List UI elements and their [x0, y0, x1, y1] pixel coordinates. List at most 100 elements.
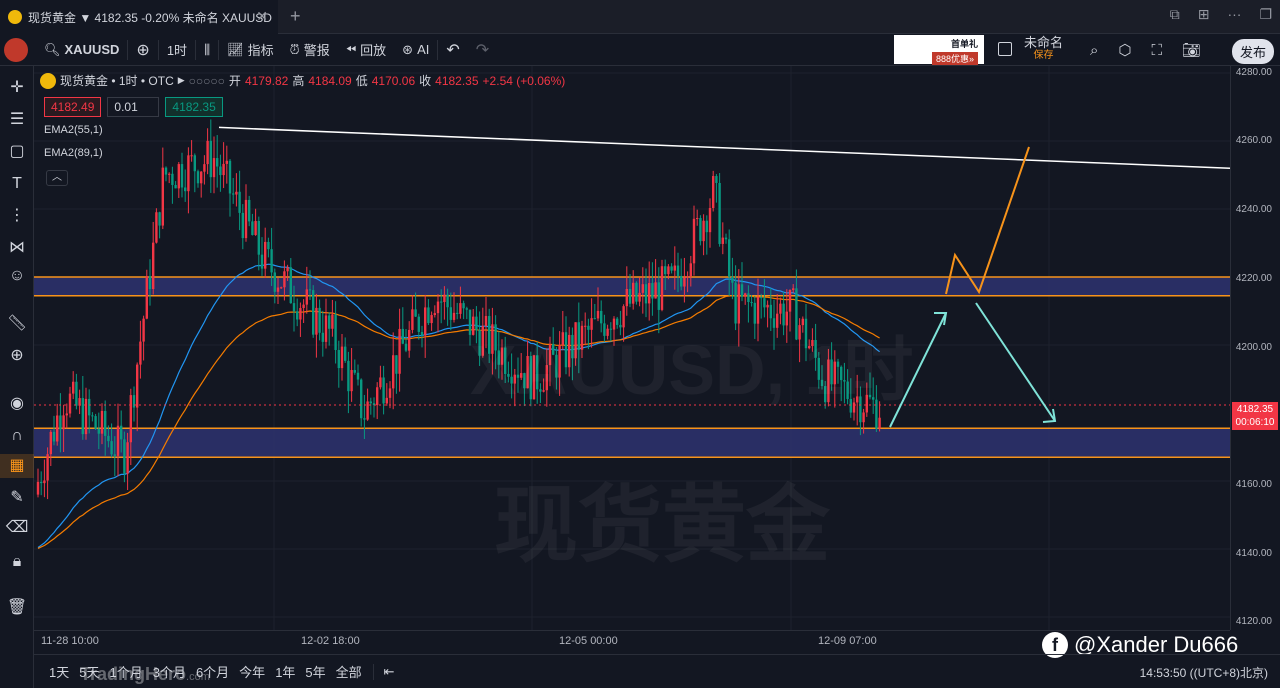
candle	[72, 381, 75, 394]
range-3m[interactable]: 3个月	[152, 665, 186, 680]
buy-button[interactable]: 4182.35	[165, 97, 223, 117]
clock[interactable]: 14:53:50 ((UTC+8)北京)	[1139, 666, 1268, 680]
candle	[811, 340, 814, 347]
range-1d[interactable]: 1天	[49, 665, 70, 680]
candle	[702, 220, 705, 242]
range-1m[interactable]: 1个月	[109, 665, 143, 680]
candle	[491, 324, 494, 354]
price-label: 4200.00	[1235, 342, 1272, 353]
candle	[478, 330, 481, 356]
bullish-path	[945, 146, 1030, 295]
arrow-head	[1042, 408, 1057, 423]
candle	[168, 173, 171, 175]
interval-button[interactable]: 1时	[166, 43, 188, 58]
alerts-button[interactable]: ⏰︎ 警报	[282, 34, 338, 66]
eraser-icon[interactable]: ⌫	[5, 519, 29, 536]
candle	[219, 166, 222, 176]
ruler-icon[interactable]: 📏︎	[6, 315, 28, 332]
pin-icon[interactable]: ⊞	[1197, 6, 1210, 22]
promo-banner[interactable]: 首单礼 888优惠»	[894, 35, 984, 65]
legend-symbol[interactable]: 现货黄金 • 1时 • OTC	[60, 74, 174, 88]
undo-button[interactable]: ↶	[446, 41, 460, 59]
more-dots-icon[interactable]: ○○○○○	[188, 73, 225, 88]
tab-close-icon[interactable]: ✕	[256, 8, 268, 24]
range-6m[interactable]: 6个月	[195, 665, 230, 680]
candle	[75, 381, 78, 406]
candle	[276, 287, 280, 292]
range-all[interactable]: 全部	[335, 665, 362, 680]
crosshair-icon[interactable]: ✛	[10, 79, 24, 96]
restore-window-icon[interactable]: ❐	[1259, 6, 1272, 22]
lock-icon[interactable]: 🔒︎	[12, 553, 22, 570]
magnet-icon[interactable]: ∩	[11, 427, 23, 444]
publish-button[interactable]: 发布	[1231, 39, 1274, 64]
sell-button[interactable]: 4182.49	[44, 97, 102, 117]
more-icon[interactable]: ···	[1227, 6, 1242, 22]
fullscreen-icon[interactable]: ⛶	[1151, 41, 1163, 59]
rectangle-icon[interactable]: ▢	[9, 143, 25, 160]
trend-line-icon[interactable]: ☰	[9, 111, 25, 128]
indicator-ema89[interactable]: EMA2(89,1)	[44, 147, 103, 159]
price-label: 4160.00	[1235, 479, 1272, 490]
time-axis[interactable]: 11-28 10:00 12-02 18:00 12-05 00:00 12-0…	[34, 630, 1230, 654]
chart-type-button[interactable]: ⫼	[196, 34, 218, 66]
price-chart[interactable]	[34, 66, 1230, 630]
candle	[670, 266, 673, 271]
indicators-button[interactable]: 📈︎ 指标	[219, 34, 282, 66]
pattern-icon[interactable]: ⋈	[9, 239, 25, 256]
screenshot-icon[interactable]: ⧉	[1169, 6, 1180, 22]
quantity-input[interactable]: 0.01	[107, 97, 160, 117]
brush-icon[interactable]: ✎	[10, 489, 24, 506]
layout-checkbox[interactable]	[998, 42, 1012, 56]
settings-icon[interactable]: ⬡	[1118, 42, 1132, 59]
replay-button[interactable]: ⏪︎ 回放	[338, 34, 394, 66]
goto-date-icon[interactable]: ⇤	[372, 663, 400, 680]
facebook-icon: f	[1042, 632, 1068, 658]
fib-icon[interactable]: ⋮	[9, 207, 25, 224]
browser-tab[interactable]: 现货黄金 ▼ 4182.35 -0.20% 未命名 XAUUSD ✕	[0, 0, 278, 34]
range-5y[interactable]: 5年	[305, 665, 326, 680]
candle	[152, 242, 155, 290]
candle	[254, 220, 257, 236]
trash-icon[interactable]: 🗑︎	[6, 599, 28, 616]
camera-icon[interactable]: 📷︎	[1182, 42, 1202, 59]
eye-icon[interactable]: ◉	[10, 395, 24, 412]
candle	[686, 276, 689, 278]
compare-button[interactable]: ⊕	[128, 34, 157, 66]
candle	[484, 316, 488, 326]
range-1y[interactable]: 1年	[275, 665, 296, 680]
text-icon[interactable]: T	[12, 175, 22, 192]
chart-pane[interactable]: XAUUSD, 1时 现货黄金 TradingHero.com	[34, 66, 1230, 684]
zone	[34, 428, 1230, 458]
avatar[interactable]	[4, 37, 28, 62]
candle	[545, 365, 548, 391]
candle	[190, 155, 193, 157]
candle	[788, 289, 792, 312]
quick-search-icon[interactable]: ⌕	[1090, 41, 1099, 59]
calendar-icon[interactable]: ▦	[0, 454, 34, 478]
indicator-ema55[interactable]: EMA2(55,1)	[44, 124, 103, 136]
layout-name-button[interactable]: 未命名 保存	[1024, 36, 1063, 62]
candle	[257, 220, 260, 255]
candle	[804, 318, 808, 349]
candle	[769, 304, 772, 319]
candle	[129, 395, 132, 443]
new-tab-button[interactable]: +	[290, 6, 301, 26]
ai-button[interactable]: ⊛ AI	[394, 34, 437, 66]
candle	[251, 221, 254, 236]
collapse-indicators-button[interactable]: ︿	[46, 170, 68, 186]
price-axis[interactable]: 4280.00 4260.00 4240.00 4220.00 4200.00 …	[1230, 66, 1280, 630]
open-value: 4179.82	[244, 73, 289, 88]
symbol-search[interactable]: 🔍︎ XAUUSD	[36, 34, 127, 66]
candle	[830, 359, 833, 385]
range-ytd[interactable]: 今年	[239, 665, 266, 680]
emoji-icon[interactable]: ☺	[8, 267, 26, 284]
candle	[113, 454, 116, 456]
candle	[110, 441, 113, 455]
redo-button[interactable]: ↷	[475, 41, 490, 59]
candle	[427, 307, 430, 324]
range-5d[interactable]: 5天	[79, 665, 100, 680]
candle	[683, 277, 686, 287]
window-controls: ⧉ ⊞ ··· ❐	[1170, 6, 1272, 23]
zoom-icon[interactable]: ⊕	[10, 347, 24, 364]
